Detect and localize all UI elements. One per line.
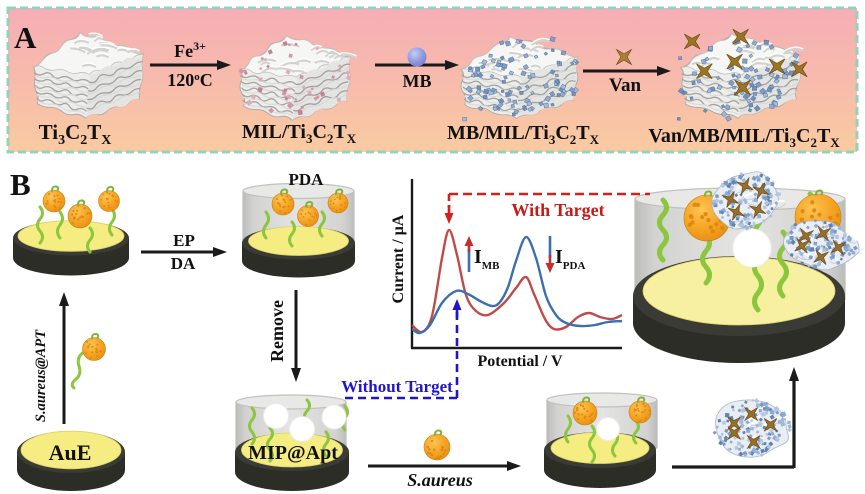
svg-text:Potential / V: Potential / V <box>477 353 562 370</box>
svg-text:With Target: With Target <box>511 200 604 220</box>
svg-text:MIP@Apt: MIP@Apt <box>248 442 338 464</box>
svg-text:Without Target: Without Target <box>341 377 453 396</box>
svg-text:Van: Van <box>609 75 641 96</box>
svg-text:DA: DA <box>171 254 196 273</box>
svg-text:S.aureus@APT: S.aureus@APT <box>33 329 49 422</box>
svg-text:MB: MB <box>403 71 432 91</box>
svg-text:Van/MB/MIL/Ti3C2TX: Van/MB/MIL/Ti3C2TX <box>648 125 840 150</box>
svg-text:EP: EP <box>173 231 195 250</box>
svg-text:Remove: Remove <box>267 300 287 362</box>
svg-text:Current / µA: Current / µA <box>390 214 407 303</box>
svg-text:MIL/Ti3C2TX: MIL/Ti3C2TX <box>242 121 357 146</box>
svg-text:S.aureus: S.aureus <box>407 470 473 490</box>
svg-text:MB/MIL/Ti3C2TX: MB/MIL/Ti3C2TX <box>447 122 600 147</box>
svg-text:A: A <box>14 20 37 55</box>
svg-text:120oC: 120oC <box>167 70 213 90</box>
svg-text:AuE: AuE <box>49 440 92 465</box>
svg-text:PDA: PDA <box>289 170 325 189</box>
svg-text:Ti3C2TX: Ti3C2TX <box>39 120 112 148</box>
svg-text:B: B <box>10 167 31 202</box>
